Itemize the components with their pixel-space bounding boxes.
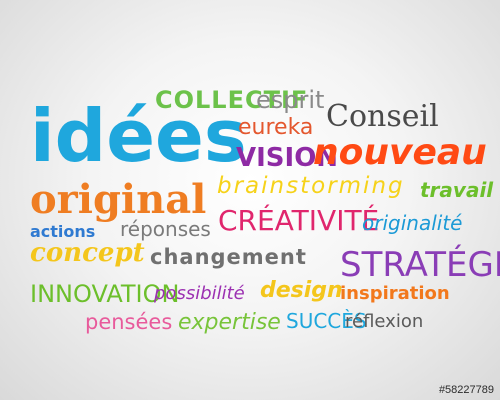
word-travail: travail <box>420 178 494 202</box>
word-original: original <box>30 176 207 223</box>
word-design: design <box>260 278 343 303</box>
word-originalite: originalité <box>362 211 463 235</box>
word-creativite: CRÉATIVITÉ <box>218 204 380 237</box>
word-conseil: Conseil <box>326 99 439 134</box>
word-reflexion: réflexion <box>345 311 424 332</box>
word-actions: actions <box>30 222 96 241</box>
word-concept: concept <box>30 238 145 268</box>
word-innovation: INNOVATION <box>30 280 180 308</box>
word-reponses: réponses <box>120 217 211 241</box>
word-idees: idées <box>30 94 247 178</box>
word-vision: VISION <box>236 143 339 173</box>
stock-id-label: #58227789 <box>438 384 494 396</box>
word-esprit: esprit <box>256 86 325 114</box>
word-eureka: eureka <box>238 115 314 140</box>
word-collectif: COLLECTIF <box>155 86 309 114</box>
word-pensees: pensées <box>85 310 173 334</box>
word-inspiration: inspiration <box>340 283 450 304</box>
word-nouveau: nouveau <box>313 132 487 173</box>
word-strategie: STRATÉGIE <box>340 245 500 285</box>
word-expertise: expertise <box>178 310 281 335</box>
word-succes: SUCCÈS <box>286 309 367 333</box>
word-possibilite: possibilité <box>154 283 245 304</box>
word-brainstorming: brainstorming <box>217 173 405 199</box>
word-changement: changement <box>150 245 307 269</box>
